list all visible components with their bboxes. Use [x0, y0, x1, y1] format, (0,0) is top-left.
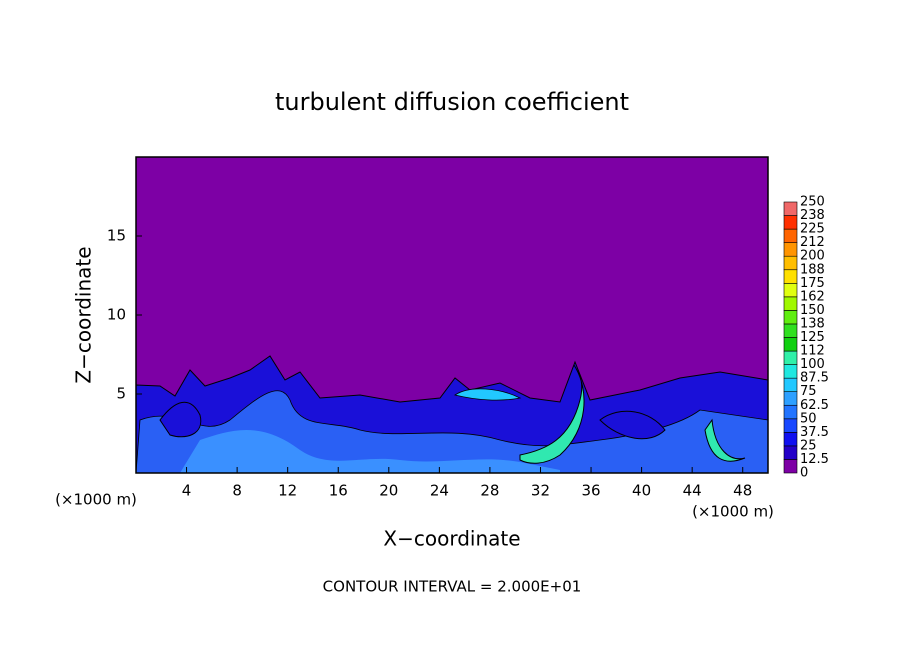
y-tick-label: 15	[107, 227, 126, 245]
colorbar-label: 250	[800, 195, 825, 210]
colorbar-label: 112	[800, 344, 825, 359]
colorbar-box	[783, 391, 798, 406]
x-tick-label: 36	[581, 482, 600, 500]
colorbar-label: 100	[800, 357, 825, 372]
x-tick-label: 28	[480, 482, 499, 500]
plot-area	[135, 156, 769, 474]
x-tick-label: 32	[531, 482, 550, 500]
colorbar-label: 37.5	[800, 425, 829, 440]
colorbar-box	[783, 215, 798, 230]
field-region	[519, 364, 585, 464]
field-region	[180, 430, 560, 473]
field-region	[599, 410, 666, 440]
colorbar-label: 150	[800, 303, 825, 318]
x-unit-label: (×1000 m)	[55, 491, 137, 509]
x-tick-label: 44	[683, 482, 702, 500]
colorbar-label: 138	[800, 316, 825, 331]
colorbar-label: 12.5	[800, 452, 829, 467]
x-tick-label: 24	[430, 482, 449, 500]
colorbar-box	[783, 337, 798, 352]
field-region	[704, 418, 746, 462]
colorbar-label: 50	[800, 411, 817, 426]
y-tick-label: 10	[107, 306, 126, 324]
colorbar-label: 125	[800, 330, 825, 345]
colorbar-box	[783, 282, 798, 298]
colorbar-label: 238	[800, 208, 825, 223]
y-axis-label: Z−coordinate	[72, 246, 96, 383]
x-axis-label: X−coordinate	[383, 527, 520, 551]
colorbar-box	[783, 445, 798, 460]
colorbar-box	[783, 255, 798, 271]
x-tick-label: 48	[733, 482, 752, 500]
colorbar-label: 212	[800, 235, 825, 250]
x-tick-label: 16	[329, 482, 348, 500]
x-tick-label: 12	[278, 482, 297, 500]
field-region	[454, 388, 522, 401]
colorbar-box	[783, 323, 798, 338]
annotation: CONTOUR INTERVAL = 2.000E+01	[323, 578, 582, 596]
colorbar-box	[783, 242, 798, 257]
x-tick-label: 8	[232, 482, 242, 500]
colorbar-box	[783, 418, 798, 433]
colorbar-box	[783, 269, 798, 284]
colorbar-label: 25	[800, 438, 817, 453]
colorbar-box	[783, 364, 798, 379]
x-unit-label: (×1000 m)	[692, 503, 774, 521]
colorbar-label: 62.5	[800, 398, 829, 413]
colorbar-label: 162	[800, 289, 825, 304]
colorbar-box	[783, 228, 798, 243]
colorbar-box	[783, 404, 798, 420]
colorbar-label: 87.5	[800, 371, 829, 386]
chart-title: turbulent diffusion coefficient	[275, 88, 629, 116]
colorbar-box	[783, 310, 798, 325]
x-tick-label: 4	[182, 482, 192, 500]
colorbar-box	[783, 296, 798, 311]
x-tick-label: 20	[379, 482, 398, 500]
colorbar-box	[783, 201, 798, 216]
colorbar-box	[783, 377, 798, 392]
colorbar-label: 75	[800, 384, 817, 399]
colorbar-box	[783, 350, 798, 365]
field-region	[159, 402, 202, 438]
colorbar-label: 200	[800, 249, 825, 264]
colorbar-label: 0	[800, 466, 808, 481]
x-tick-label: 40	[632, 482, 651, 500]
colorbar-label: 175	[800, 276, 825, 291]
y-tick-label: 5	[116, 385, 126, 403]
colorbar-label: 188	[800, 262, 825, 277]
colorbar-label: 225	[800, 222, 825, 237]
colorbar-box	[783, 459, 798, 474]
colorbar-box	[783, 432, 798, 447]
